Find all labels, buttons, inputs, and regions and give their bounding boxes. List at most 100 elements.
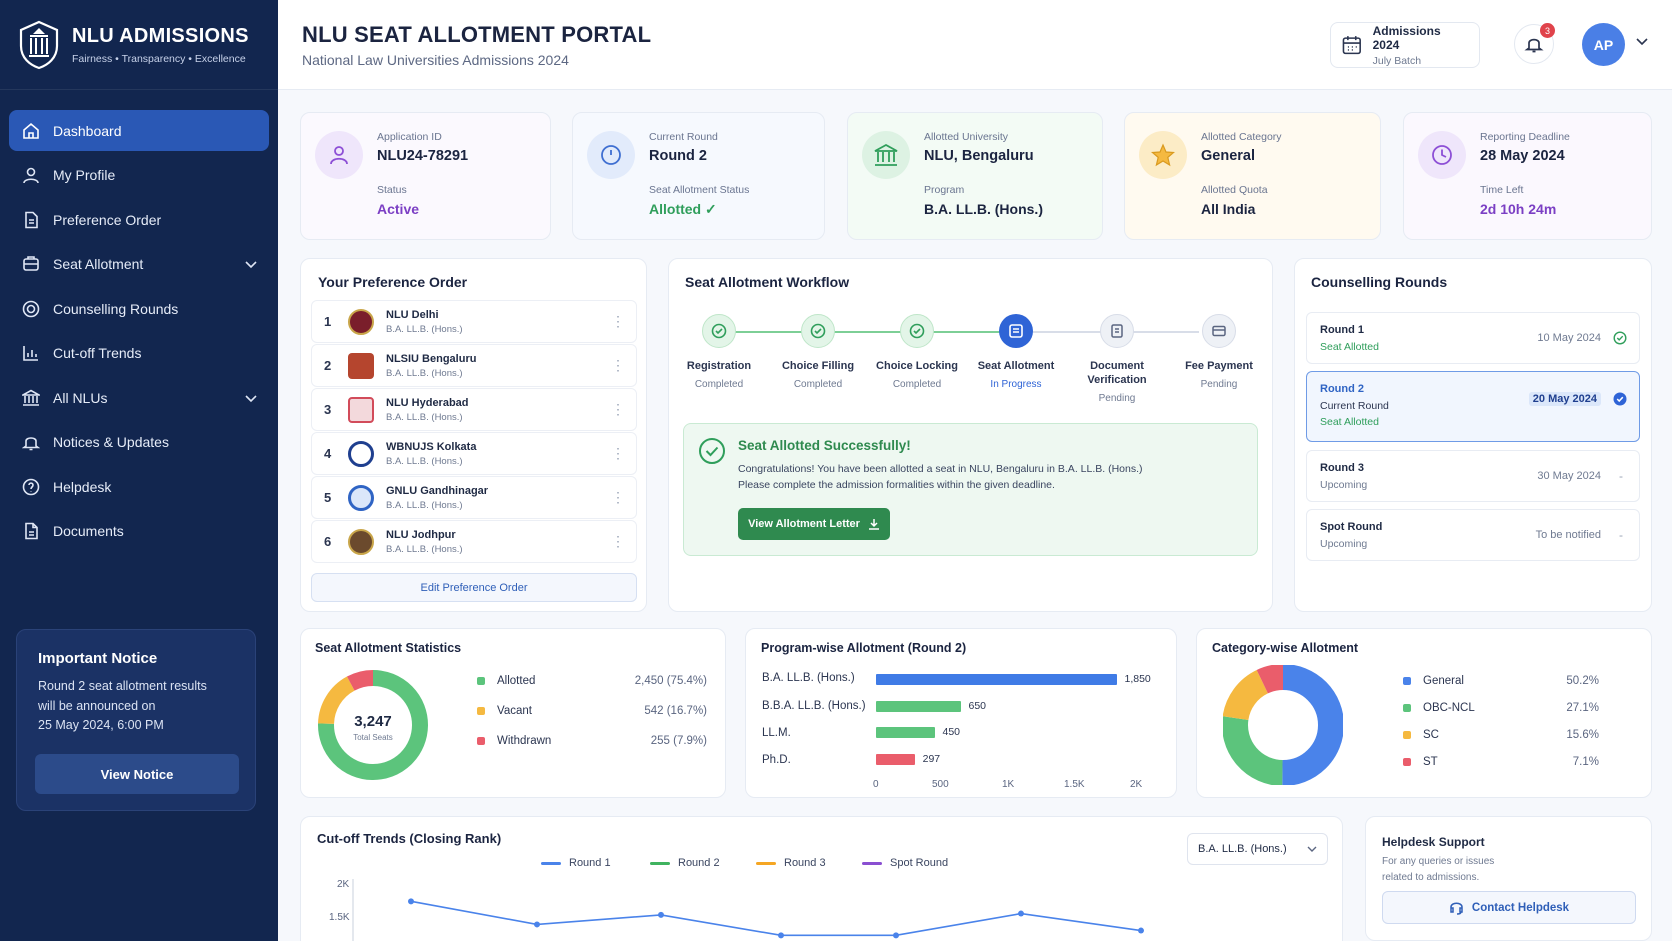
preference-row[interactable]: 5 GNLU Gandhinagar B.A. LL.B. (Hons.) ⋮	[311, 476, 637, 519]
header: NLU SEAT ALLOTMENT PORTAL National Law U…	[278, 0, 1672, 90]
drag-handle-icon[interactable]: ⋮	[611, 445, 625, 461]
legend-row: Vacant 542 (16.7%)	[477, 705, 707, 717]
step-name: Fee Payment	[1185, 360, 1253, 372]
avatar[interactable]: AP	[1582, 23, 1625, 66]
round-name: Round 3	[1320, 462, 1364, 474]
program-select[interactable]: B.A. LL.B. (Hons.)	[1187, 833, 1328, 865]
step-name: Choice Locking	[876, 360, 958, 372]
bar-label: B.B.A. LL.B. (Hons.)	[762, 700, 866, 712]
notifications-button[interactable]: 3	[1514, 23, 1555, 64]
sidebar-item-documents[interactable]: Documents	[9, 511, 269, 552]
round-name: Round 1	[1320, 324, 1364, 336]
round-status: Seat Allotted	[1320, 416, 1379, 428]
stat-label: Time Left	[1480, 184, 1524, 196]
cutoff-trends-card: Cut-off Trends (Closing Rank) B.A. LL.B.…	[300, 816, 1343, 941]
x-tick: 1.5K	[1064, 779, 1085, 790]
admissions-label: Admissions 2024	[1372, 23, 1441, 52]
legend-item: Spot Round	[862, 857, 948, 869]
program-name: B.A. LL.B. (Hons.)	[386, 455, 463, 467]
drag-handle-icon[interactable]: ⋮	[611, 401, 625, 417]
x-tick: 2K	[1130, 779, 1143, 790]
legend-value: 15.6%	[1566, 729, 1599, 741]
admissions-selector[interactable]: Admissions 2024 July Batch	[1330, 22, 1480, 68]
notice-line: will be announced on	[38, 698, 156, 713]
success-title: Seat Allotted Successfully!	[738, 438, 911, 453]
round-row-current[interactable]: Round 2 Current Round Seat Allotted 20 M…	[1306, 371, 1640, 442]
stat-label: Allotted Category	[1201, 131, 1282, 143]
sidebar-item-dashboard[interactable]: Dashboard	[9, 110, 269, 151]
contact-helpdesk-button[interactable]: Contact Helpdesk	[1382, 891, 1636, 924]
category-chart-card: Category-wise Allotment General 50.2% OB…	[1196, 628, 1652, 798]
view-allotment-letter-button[interactable]: View Allotment Letter	[738, 508, 890, 540]
step-status: In Progress	[990, 379, 1042, 390]
star-icon	[1139, 131, 1187, 179]
program-name: B.A. LL.B. (Hons.)	[386, 323, 463, 335]
university-name: NLU Jodhpur	[386, 528, 456, 541]
university-name: GNLU Gandhinagar	[386, 484, 489, 497]
university-name: NLU Hyderabad	[386, 396, 469, 409]
drag-handle-icon[interactable]: ⋮	[611, 357, 625, 373]
document-icon	[21, 210, 41, 230]
preference-row[interactable]: 6 NLU Jodhpur B.A. LL.B. (Hons.) ⋮	[311, 520, 637, 563]
university-name: NLU Delhi	[386, 308, 439, 321]
preference-rank: 6	[324, 534, 332, 549]
sidebar-item-seat-allotment[interactable]: Seat Allotment	[9, 244, 269, 285]
legend-swatch	[756, 861, 776, 865]
workflow-step-seat-allotment: Seat Allotment In Progress	[966, 314, 1066, 390]
institution-icon	[21, 388, 41, 408]
program-name: B.A. LL.B. (Hons.)	[386, 367, 463, 379]
sidebar-item-cut-off-trends[interactable]: Cut-off Trends	[9, 333, 269, 374]
view-notice-button[interactable]: View Notice	[35, 754, 239, 794]
x-tick: 0	[873, 779, 879, 790]
important-notice-card: Important Notice Round 2 seat allotment …	[16, 629, 256, 811]
edit-preference-button[interactable]: Edit Preference Order	[311, 573, 637, 602]
sidebar-item-label: Dashboard	[53, 122, 122, 139]
drag-handle-icon[interactable]: ⋮	[611, 313, 625, 329]
sidebar-item-label: Seat Allotment	[53, 256, 144, 272]
button-label: Contact Helpdesk	[1471, 901, 1570, 914]
bar-value-label: 450	[942, 726, 961, 738]
legend-value: 2,450 (75.4%)	[634, 675, 707, 687]
step-name: Seat Allotment	[977, 360, 1055, 372]
bar-value-label: 650	[968, 700, 987, 712]
round-row[interactable]: Spot Round Upcoming To be notified -	[1306, 509, 1640, 561]
stat-value: 2d 10h 24m	[1480, 201, 1557, 217]
round-sub: Current Round	[1320, 400, 1389, 412]
user-icon	[21, 165, 41, 185]
bar-value-label: 297	[922, 753, 941, 765]
preference-row[interactable]: 4 WBNUJS Kolkata B.A. LL.B. (Hons.) ⋮	[311, 432, 637, 475]
sidebar-item-label: Documents	[53, 523, 124, 539]
section-title: Seat Allotment Workflow	[685, 274, 850, 290]
section-title: Counselling Rounds	[1311, 274, 1448, 290]
legend-value: 255 (7.9%)	[650, 735, 707, 747]
legend-item: Round 1	[541, 857, 611, 869]
university-logo-icon	[348, 484, 374, 511]
legend-swatch	[541, 861, 561, 865]
rounds-icon	[21, 299, 41, 319]
check-circle-icon	[1613, 331, 1627, 345]
sidebar-item-preference-order[interactable]: Preference Order	[9, 199, 269, 240]
round-row[interactable]: Round 1 Seat Allotted 10 May 2024	[1306, 312, 1640, 364]
sidebar-item-my-profile[interactable]: My Profile	[9, 155, 269, 196]
stat-label: Allotted Quota	[1201, 184, 1268, 196]
legend-swatch	[1403, 758, 1411, 766]
sidebar-item-all-nlus[interactable]: All NLUs	[9, 377, 269, 418]
chevron-down-icon[interactable]	[1636, 38, 1648, 46]
brand-title: NLU ADMISSIONS	[72, 24, 249, 47]
drag-handle-icon[interactable]: ⋮	[611, 533, 625, 549]
preference-row[interactable]: 2 NLSIU Bengaluru B.A. LL.B. (Hons.) ⋮	[311, 344, 637, 387]
sidebar-item-helpdesk[interactable]: Helpdesk	[9, 466, 269, 507]
legend-swatch	[1403, 731, 1411, 739]
stat-label: Seat Allotment Status	[649, 184, 750, 196]
round-row[interactable]: Round 3 Upcoming 30 May 2024 -	[1306, 450, 1640, 502]
series-point	[893, 932, 899, 939]
drag-handle-icon[interactable]: ⋮	[611, 489, 625, 505]
sidebar-item-notices-updates[interactable]: Notices & Updates	[9, 422, 269, 463]
sidebar-item-counselling-rounds[interactable]: Counselling Rounds	[9, 288, 269, 329]
legend-row: Allotted 2,450 (75.4%)	[477, 675, 707, 687]
round-name: Spot Round	[1320, 521, 1383, 533]
preference-row[interactable]: 1 NLU Delhi B.A. LL.B. (Hons.) ⋮	[311, 300, 637, 343]
stat-label: Program	[924, 184, 965, 196]
preference-row[interactable]: 3 NLU Hyderabad B.A. LL.B. (Hons.) ⋮	[311, 388, 637, 431]
select-value: B.A. LL.B. (Hons.)	[1198, 843, 1287, 855]
